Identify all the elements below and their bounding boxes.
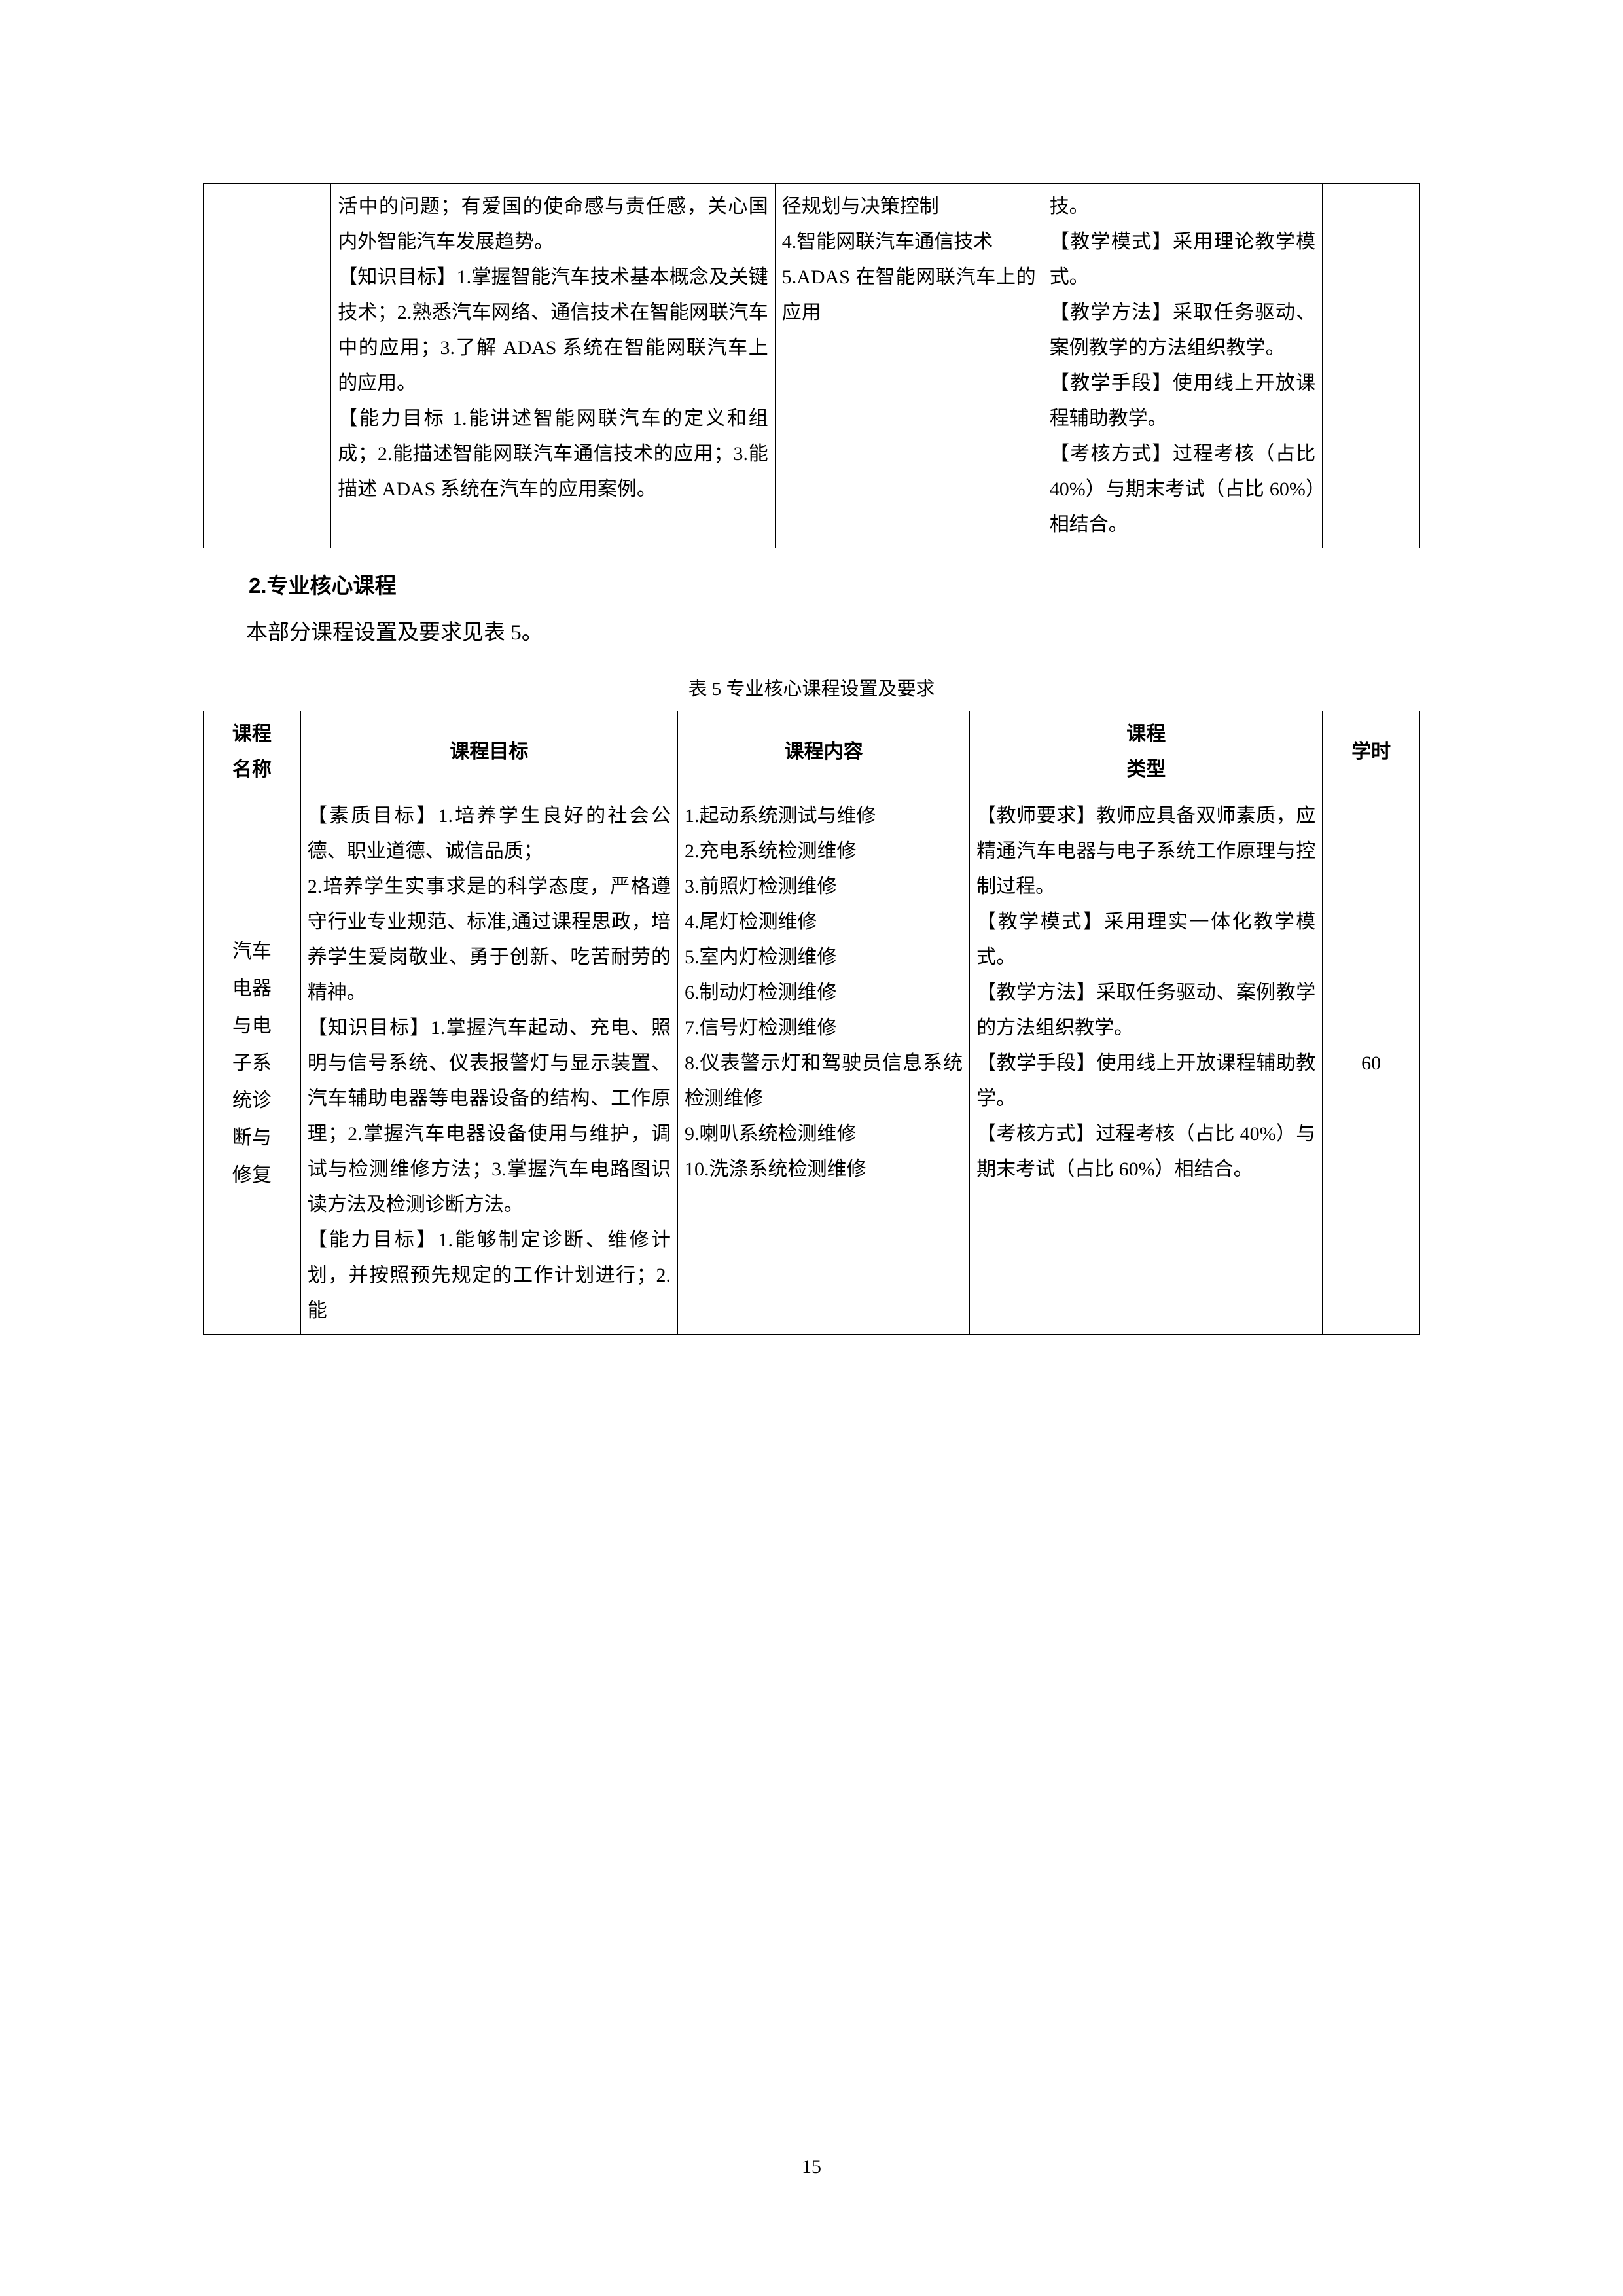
header-course-objective: 课程目标 [300,711,677,793]
cell-course-name: 汽车电器与电子系统诊断与修复 [204,793,301,1334]
cell-col2: 活中的问题；有爱国的使命感与责任感，关心国内外智能汽车发展趋势。【知识目标】1.… [331,184,776,548]
body-text: 本部分课程设置及要求见表 5。 [203,613,1420,654]
cell-col4: 技。【教学模式】采用理论教学模式。【教学方法】采取任务驱动、案例教学的方法组织教… [1043,184,1323,548]
table-header-row: 课程名称 课程目标 课程内容 课程类型 学时 [204,711,1420,793]
core-course-table: 课程名称 课程目标 课程内容 课程类型 学时 汽车电器与电子系统诊断与修复 【素… [203,711,1420,1335]
page-number: 15 [802,2156,821,2178]
header-course-type: 课程类型 [970,711,1323,793]
continuation-table: 活中的问题；有爱国的使命感与责任感，关心国内外智能汽车发展趋势。【知识目标】1.… [203,183,1420,548]
cell-hours: 60 [1323,793,1420,1334]
header-hours: 学时 [1323,711,1420,793]
cell-col1 [204,184,331,548]
cell-col3: 径规划与决策控制4.智能网联汽车通信技术5.ADAS 在智能网联汽车上的应用 [775,184,1043,548]
cell-course-type: 【教师要求】教师应具备双师素质，应精通汽车电器与电子系统工作原理与控制过程。【教… [970,793,1323,1334]
header-course-content: 课程内容 [678,711,970,793]
header-course-name: 课程名称 [204,711,301,793]
cell-col5 [1323,184,1420,548]
section-heading: 2.专业核心课程 [249,568,1420,600]
table-row: 活中的问题；有爱国的使命感与责任感，关心国内外智能汽车发展趋势。【知识目标】1.… [204,184,1420,548]
cell-course-content: 1.起动系统测试与维修2.充电系统检测维修3.前照灯检测维修4.尾灯检测维修5.… [678,793,970,1334]
cell-course-objective: 【素质目标】1.培养学生良好的社会公德、职业道德、诚信品质；2.培养学生实事求是… [300,793,677,1334]
table-caption: 表 5 专业核心课程设置及要求 [203,673,1420,701]
table-row: 汽车电器与电子系统诊断与修复 【素质目标】1.培养学生良好的社会公德、职业道德、… [204,793,1420,1334]
